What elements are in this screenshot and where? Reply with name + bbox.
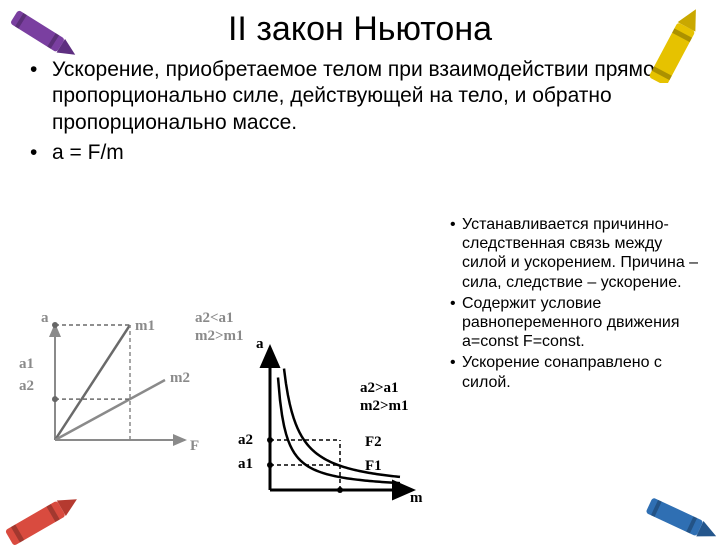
c1-a1-label: a1 [19,356,34,373]
chart-a-vs-f: a F a1 a2 m1 m2 a2<a1 m2>m1 [15,310,225,480]
side-p3: Ускорение сонаправлено с силой. [462,353,710,391]
crayon-se-icon [635,490,720,555]
c1-a2-label: a2 [19,378,34,395]
c1-m1-label: m1 [135,318,155,335]
formula-text: a = F/m [52,140,700,166]
page-title: II закон Ньютона [0,10,720,49]
crayon-ne-icon [628,8,720,83]
bullet-1-text: Ускорение, приобретаемое телом при взаим… [52,57,700,136]
bullet-dot: • [30,140,52,166]
c2-a2-label: a2 [238,432,253,449]
c2-f2-label: F2 [365,434,382,451]
c2-a1-label: a1 [238,456,253,473]
c2-y-label: a [256,336,264,353]
c1-m2-label: m2 [170,370,190,387]
crayon-nw-icon [0,10,90,65]
bullet-dot: • [30,57,52,136]
c2-x-label: m [410,490,423,507]
side-notes: •Устанавливается причинно-следственная с… [450,215,710,394]
c1-y-label: a [41,310,49,327]
c2-cond2: m2>m1 [360,398,409,415]
c2-cond1: a2>a1 [360,380,399,397]
crayon-sw-icon [0,485,95,555]
c1-cond1: a2<a1 [195,310,234,327]
chart-a-vs-m: a m a1 a2 F1 F2 a2>a1 m2>m1 [230,340,440,530]
main-bullets: • Ускорение, приобретаемое телом при вза… [30,57,700,166]
c1-x-label: F [190,438,199,455]
chart2-svg [230,340,440,530]
c2-f1-label: F1 [365,458,382,475]
side-p1: Устанавливается причинно-следственная св… [462,215,710,292]
side-p2: Содержит условие равнопеременного движен… [462,294,710,352]
